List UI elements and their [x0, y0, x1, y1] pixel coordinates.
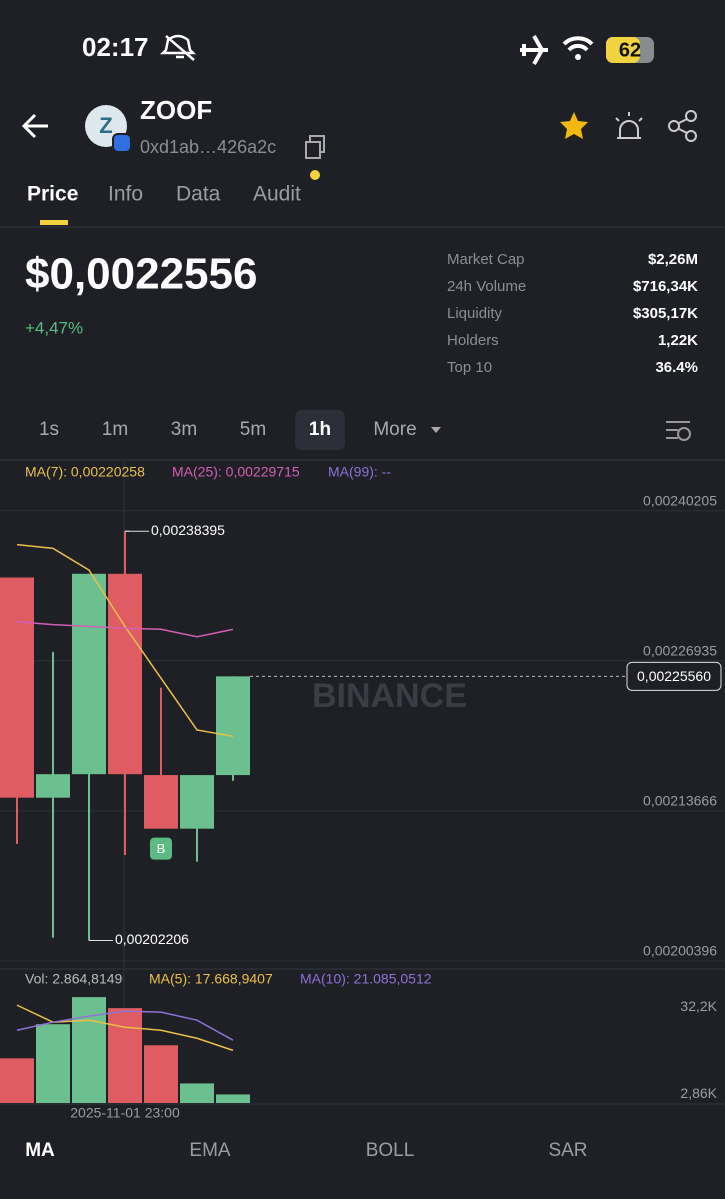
tab[interactable]: Data — [176, 183, 221, 206]
watermark: BINANCE — [312, 677, 467, 715]
candle-body — [216, 676, 250, 776]
current-price-box — [626, 661, 722, 691]
y-tick-label: 0,00226935 — [643, 643, 717, 659]
stat-value: $305,17K — [633, 305, 698, 322]
tab[interactable]: Info — [108, 183, 143, 206]
volume-bar — [36, 1024, 70, 1103]
y-tick-label: 32,2K — [680, 998, 717, 1014]
ma-legend: MA(99): -- — [328, 464, 391, 480]
buy-marker-label: B — [157, 841, 166, 856]
chart-settings-ring — [677, 427, 691, 441]
indicator-tab[interactable]: SAR — [548, 1140, 587, 1161]
stat-label: 24h Volume — [447, 278, 526, 295]
candle-body — [144, 775, 178, 829]
airplane-icon — [520, 35, 548, 65]
ma-legend: MA(5): 17.668,9407 — [149, 971, 273, 987]
stat-value: $716,34K — [633, 278, 698, 295]
interval[interactable]: 1s — [39, 419, 59, 440]
token-name: ZOOF — [140, 95, 212, 125]
chain-badge — [112, 133, 132, 153]
volume-bar — [216, 1094, 250, 1103]
clock: 02:17 — [82, 32, 149, 62]
ma-line — [16, 620, 234, 638]
y-tick-label: 0,00240205 — [643, 492, 717, 508]
stat-value: 1,22K — [658, 332, 698, 349]
tab[interactable]: Price — [27, 183, 78, 206]
copy-button[interactable] — [305, 135, 325, 159]
volume-bar — [180, 1083, 214, 1103]
battery-level — [606, 37, 640, 63]
alert-button[interactable] — [615, 112, 643, 139]
interval[interactable]: 1m — [102, 419, 128, 440]
interval-selected — [295, 410, 345, 450]
y-tick-label: 0,00213666 — [643, 793, 717, 809]
stat-label: Top 10 — [447, 359, 492, 376]
candle-body — [36, 774, 70, 798]
candle-body — [180, 775, 214, 829]
volume-bar — [0, 1058, 34, 1103]
tab[interactable]: Audit — [253, 183, 301, 206]
stat-value: $2,26M — [648, 251, 698, 268]
battery-text: 62 — [619, 39, 641, 61]
annotation: 0,00202206 — [115, 931, 189, 947]
interval[interactable]: 5m — [240, 419, 266, 440]
stat-label: Holders — [447, 332, 499, 349]
annotation: 0,00238395 — [151, 522, 225, 538]
wifi-dot — [575, 54, 581, 60]
chart-settings[interactable] — [666, 421, 690, 439]
favorite-button[interactable] — [560, 112, 588, 139]
y-tick-label: 2,86K — [680, 1085, 717, 1101]
avatar-letter: Z — [99, 113, 112, 138]
ma-line — [16, 1010, 234, 1041]
interval[interactable]: More — [373, 419, 416, 440]
more-caret — [431, 427, 441, 433]
price-change: +4,47% — [25, 318, 83, 337]
stat-value: 36.4% — [655, 359, 698, 376]
current-price-label: 0,00225560 — [637, 668, 711, 684]
wifi-icon — [562, 36, 594, 52]
ma-line — [16, 543, 234, 738]
token-address: 0xd1ab…426a2c — [140, 137, 276, 157]
ma-legend: MA(10): 21.085,0512 — [300, 971, 432, 987]
indicator-tab[interactable]: EMA — [189, 1140, 231, 1161]
volume-title: Vol: 2.864,8149 — [25, 971, 123, 987]
volume-bar — [72, 997, 106, 1103]
ma-legend: MA(25): 0,00229715 — [172, 464, 300, 480]
interval[interactable]: 3m — [171, 419, 197, 440]
buy-marker — [150, 837, 172, 860]
indicator-tab[interactable]: BOLL — [366, 1140, 415, 1161]
stat-label: Liquidity — [447, 305, 503, 322]
candle-body — [72, 573, 106, 775]
tab-indicator — [40, 220, 68, 225]
y-tick-label: 0,00200396 — [643, 943, 717, 959]
x-tick-label: 2025-11-01 23:00 — [70, 1105, 180, 1121]
volume-bar — [144, 1045, 178, 1103]
back-button[interactable] — [21, 113, 48, 139]
indicator-tab[interactable]: MA — [25, 1140, 55, 1161]
price: $0,0022556 — [25, 250, 257, 299]
audit-dot — [310, 170, 320, 180]
ma-legend: MA(7): 0,00220258 — [25, 464, 145, 480]
share-button[interactable] — [668, 110, 697, 142]
candle-body — [108, 573, 142, 775]
candle-body — [0, 577, 34, 798]
interval[interactable]: 1h — [309, 419, 331, 440]
volume-bar — [108, 1008, 142, 1103]
mute-icon — [159, 34, 197, 61]
stat-label: Market Cap — [447, 251, 525, 268]
